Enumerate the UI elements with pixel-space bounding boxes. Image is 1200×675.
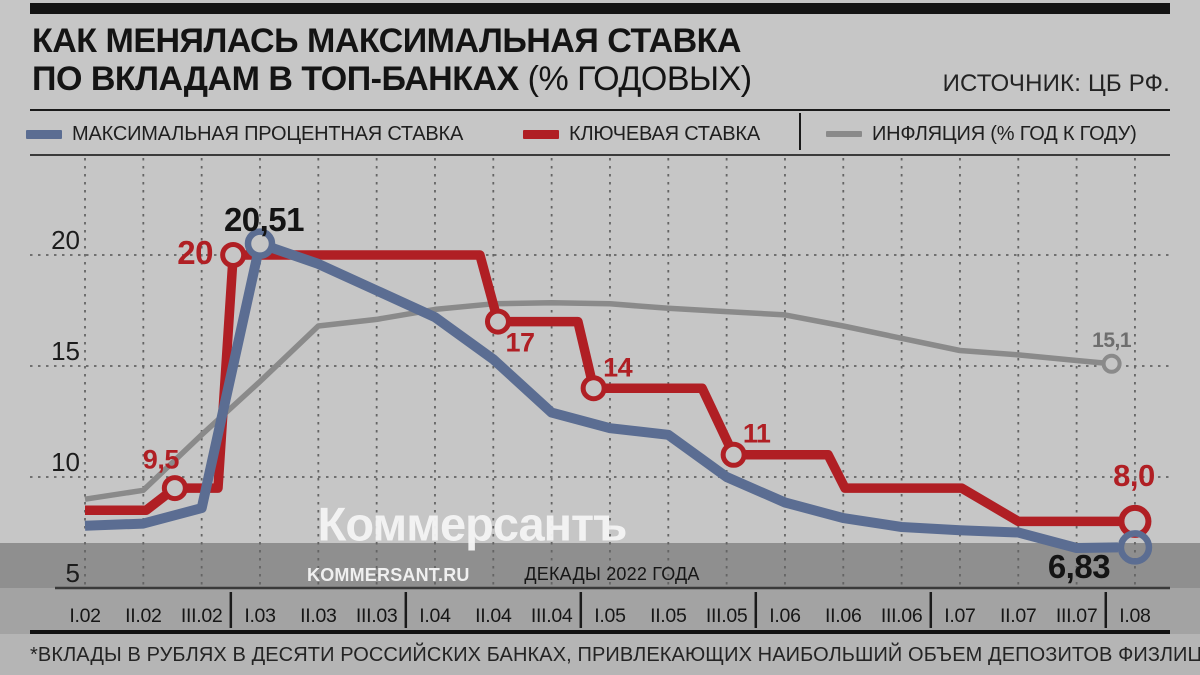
legend-label-inflation: ИНФЛЯЦИЯ (% ГОД К ГОДУ) <box>872 122 1137 145</box>
legend-swatch-key-rate <box>523 129 559 139</box>
chart-title-line2-units: (% ГОДОВЫХ) <box>518 60 752 98</box>
marker-key_rate <box>580 375 607 402</box>
marker-key_rate <box>484 308 511 335</box>
data-point-label: 15,1 <box>1092 328 1132 352</box>
data-point-label: 9,5 <box>142 444 180 475</box>
x-axis-tick-label: II.07 <box>1000 605 1037 627</box>
marker-max_rate <box>244 228 276 259</box>
data-point-label: 6,83 <box>1047 548 1111 586</box>
x-axis-label-band <box>0 588 1200 634</box>
legend-swatch-max-rate <box>26 129 62 139</box>
x-axis-tick-label: II.06 <box>825 605 862 627</box>
legend-divider <box>799 113 801 150</box>
x-axis-tick-label: I.03 <box>244 605 276 627</box>
x-axis-tick-label: III.02 <box>180 605 223 627</box>
marker-key_rate <box>161 475 188 502</box>
x-axis-tick-label: II.03 <box>300 605 337 627</box>
marker-max_rate <box>1117 530 1153 565</box>
data-point-label: 20 <box>177 234 214 271</box>
x-axis-tick-label: III.05 <box>705 605 748 627</box>
x-axis-tick-label: I.06 <box>769 605 801 627</box>
series-line-inflation <box>84 299 1112 502</box>
x-axis-tick-label: III.04 <box>530 605 573 627</box>
top-black-bar <box>30 3 1170 14</box>
marker-key_rate <box>720 441 747 468</box>
y-axis-tick-label: 5 <box>65 558 80 588</box>
chart-title-line2: ПО ВКЛАДАМ В ТОП-БАНКАХ (% ГОДОВЫХ) <box>32 60 752 99</box>
marker-key_rate <box>220 242 247 268</box>
data-point-label: 17 <box>505 327 535 358</box>
legend-swatch-inflation <box>826 131 862 137</box>
x-axis-tick-label: II.02 <box>125 605 162 627</box>
legend-label-key-rate: КЛЮЧЕВАЯ СТАВКА <box>569 122 761 145</box>
legend-item-max-rate: МАКСИМАЛЬНАЯ ПРОЦЕНТНАЯ СТАВКА <box>26 121 463 147</box>
kommersant-url-watermark: KOMMERSANT.RU <box>307 565 470 585</box>
y-axis-tick-label: 20 <box>51 225 80 255</box>
y-axis-tick-label: 10 <box>51 447 80 477</box>
source-credit: ИСТОЧНИК: ЦБ РФ. <box>942 70 1170 97</box>
bottom-black-bar <box>30 630 1170 634</box>
legend-item-key-rate: КЛЮЧЕВАЯ СТАВКА <box>523 121 760 147</box>
title-divider-rule <box>30 109 1170 111</box>
series-line-key_rate <box>85 250 1135 527</box>
footnote-text: *ВКЛАДЫ В РУБЛЯХ В ДЕСЯТИ РОССИЙСКИХ БАН… <box>30 644 1200 666</box>
x-axis-tick-label: II.05 <box>650 605 687 627</box>
x-axis-tick-label: I.05 <box>594 605 626 627</box>
data-point-label: 11 <box>742 418 771 449</box>
x-axis-caption: ДЕКАДЫ 2022 ГОДА <box>524 564 700 584</box>
x-axis-tick-label: I.08 <box>1119 605 1151 627</box>
legend-item-inflation: ИНФЛЯЦИЯ (% ГОД К ГОДУ) <box>826 121 1137 147</box>
y-axis-tick-label: 15 <box>51 336 80 366</box>
data-point-label: 8,0 <box>1113 458 1155 494</box>
x-axis-tick-label: III.07 <box>1055 605 1098 627</box>
x-axis-tick-label: II.04 <box>475 605 512 627</box>
x-axis-tick-label: I.04 <box>419 605 451 627</box>
watermark-band <box>0 543 1200 588</box>
legend-label-max-rate: МАКСИМАЛЬНАЯ ПРОЦЕНТНАЯ СТАВКА <box>72 122 464 145</box>
x-axis-tick-label: I.07 <box>944 605 976 627</box>
footnote-band <box>0 634 1200 675</box>
kommersant-watermark: Коммерсантъ <box>317 497 628 551</box>
marker-inflation <box>1101 353 1122 374</box>
chart-title-line1: КАК МЕНЯЛАСЬ МАКСИМАЛЬНАЯ СТАВКА <box>32 22 742 60</box>
x-axis-tick-label: I.02 <box>69 605 101 627</box>
data-point-label: 14 <box>603 352 633 383</box>
data-point-label: 20,51 <box>223 200 305 238</box>
chart-title-line2-bold: ПО ВКЛАДАМ В ТОП-БАНКАХ <box>32 60 519 98</box>
x-axis-tick-label: III.03 <box>355 605 398 627</box>
x-axis-tick-label: III.06 <box>880 605 923 627</box>
